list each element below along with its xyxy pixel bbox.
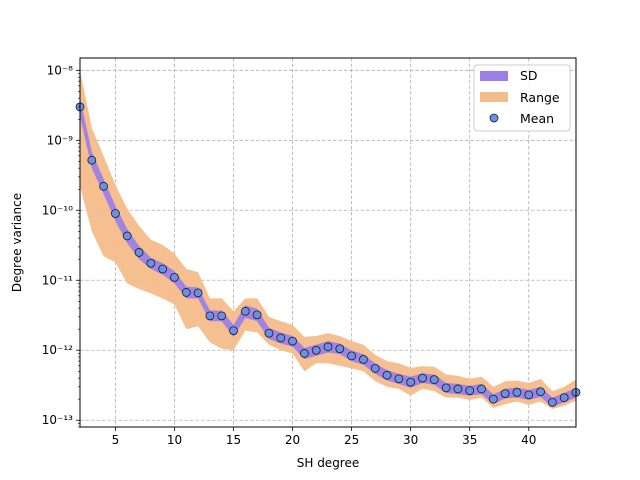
mean-point	[382, 370, 392, 380]
mean-point	[217, 311, 227, 321]
mean-point	[229, 326, 238, 336]
mean-point	[311, 345, 321, 355]
legend-sd-label: SD	[520, 68, 538, 83]
mean-point	[536, 387, 545, 397]
mean-point	[465, 386, 475, 395]
mean-point	[205, 311, 215, 321]
x-tick-label: 40	[521, 433, 536, 447]
mean-point	[146, 258, 156, 268]
mean-point	[488, 394, 498, 404]
x-tick-label: 25	[344, 433, 359, 447]
legend-sd-swatch	[480, 71, 508, 81]
mean-point	[299, 349, 309, 358]
mean-point	[547, 397, 557, 407]
x-tick-label: 10	[167, 433, 182, 447]
mean-point	[288, 336, 297, 346]
y-tick-label: 10⁻⁸	[47, 63, 74, 77]
y-axis-label: Degree variance	[10, 193, 24, 292]
mean-point	[559, 393, 569, 403]
mean-point	[264, 328, 274, 338]
x-tick-label: 5	[112, 433, 120, 447]
x-tick-label: 15	[226, 433, 241, 447]
mean-point	[359, 354, 368, 364]
x-tick-label: 20	[285, 433, 300, 447]
mean-point	[418, 373, 427, 383]
mean-point	[122, 231, 132, 241]
ticks: 5 10 15 20 25 30 35 40 10⁻¹³ 10⁻¹² 10⁻¹¹ 10⁻¹⁰ 10⁻⁹ 1…	[42, 63, 537, 447]
y-tick-label: 10⁻⁹	[47, 133, 74, 147]
mean-point	[524, 390, 534, 400]
mean-point	[99, 181, 109, 191]
mean-point	[512, 387, 522, 397]
mean-point	[477, 384, 486, 394]
legend-box	[473, 64, 571, 132]
mean-point	[181, 288, 191, 297]
x-tick-label: 35	[462, 433, 477, 447]
y-tick-label: 10⁻¹⁰	[42, 203, 73, 217]
y-tick-label: 10⁻¹²	[42, 343, 73, 357]
mean-point	[394, 374, 404, 384]
y-tick-label: 10⁻¹¹	[42, 273, 73, 287]
mean-point	[429, 375, 439, 385]
legend-mean-label: Mean	[520, 111, 554, 126]
mean-point	[441, 383, 451, 393]
mean-point	[87, 155, 97, 165]
x-axis-label: SH degree	[297, 456, 360, 470]
mean-point	[406, 377, 416, 387]
mean-point	[370, 364, 380, 373]
legend: SD Range Mean	[473, 64, 571, 132]
legend-mean-marker	[489, 113, 499, 123]
mean-point	[252, 310, 262, 320]
mean-point	[347, 351, 357, 361]
legend-range-label: Range	[520, 90, 560, 105]
mean-point	[335, 344, 345, 354]
range-band	[80, 70, 576, 409]
mean-point	[323, 342, 333, 352]
mean-point	[500, 389, 510, 399]
mean-markers	[75, 102, 581, 407]
plot-frame	[79, 57, 577, 428]
x-tick-label: 30	[403, 433, 418, 447]
mean-point	[453, 384, 463, 394]
mean-point	[193, 288, 203, 298]
mean-point	[111, 209, 120, 218]
mean-point	[158, 264, 168, 274]
mean-point	[134, 248, 144, 257]
mean-point	[170, 272, 179, 282]
mean-point	[240, 306, 250, 316]
mean-point	[276, 333, 286, 343]
y-tick-label: 10⁻¹³	[42, 413, 73, 427]
legend-range-swatch	[480, 92, 508, 102]
